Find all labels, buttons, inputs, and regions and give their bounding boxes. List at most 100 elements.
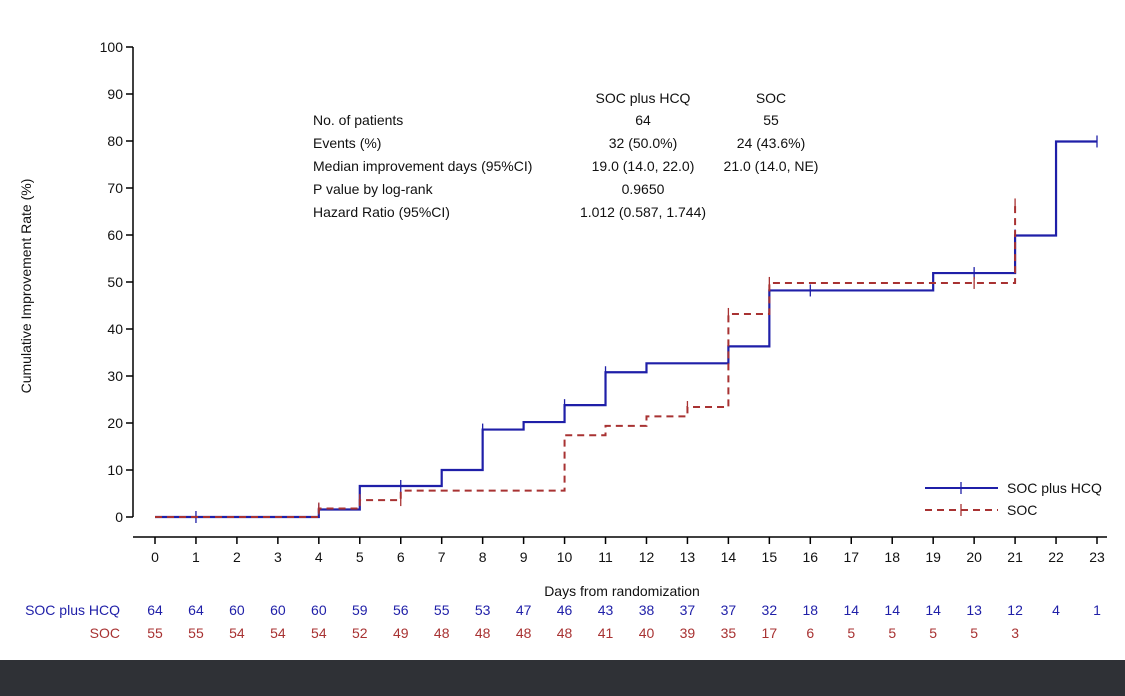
- at-risk-value: 55: [188, 625, 204, 641]
- stats-cell: 24 (43.6%): [737, 135, 805, 151]
- y-axis-title: Cumulative Improvement Rate (%): [18, 179, 34, 394]
- x-tick-label: 8: [479, 549, 487, 565]
- at-risk-value: 40: [639, 625, 655, 641]
- at-risk-value: 55: [147, 625, 163, 641]
- x-axis: 0 1 2 3 4 5 6 7 8 9 10 11 12 13 14 15 16 17 18 19 20 21 22 23: [133, 536, 1107, 565]
- stats-row-label: Median improvement days (95%CI): [313, 158, 532, 174]
- at-risk-value: 48: [434, 625, 450, 641]
- stats-cell: 32 (50.0%): [609, 135, 677, 151]
- at-risk-label: SOC: [90, 625, 120, 641]
- at-risk-value: 49: [393, 625, 409, 641]
- at-risk-value: 64: [188, 602, 204, 618]
- stats-col-header: SOC plus HCQ: [596, 90, 691, 106]
- x-tick-label: 6: [397, 549, 405, 565]
- stats-col-header: SOC: [756, 90, 786, 106]
- x-tick-label: 13: [680, 549, 696, 565]
- x-tick-label: 14: [721, 549, 737, 565]
- x-tick-label: 0: [151, 549, 159, 565]
- at-risk-value: 43: [598, 602, 614, 618]
- y-tick-label: 20: [107, 415, 123, 431]
- y-tick-label: 60: [107, 227, 123, 243]
- at-risk-value: 5: [929, 625, 937, 641]
- at-risk-value: 18: [803, 602, 819, 618]
- at-risk-value: 55: [434, 602, 450, 618]
- at-risk-value: 32: [762, 602, 778, 618]
- at-risk-value: 46: [557, 602, 573, 618]
- at-risk-value: 53: [475, 602, 491, 618]
- at-risk-value: 14: [925, 602, 941, 618]
- at-risk-value: 14: [843, 602, 859, 618]
- at-risk-value: 60: [311, 602, 327, 618]
- x-tick-label: 1: [192, 549, 200, 565]
- y-tick-label: 100: [100, 39, 124, 55]
- at-risk-value: 54: [311, 625, 327, 641]
- bottom-bar: [0, 660, 1125, 696]
- y-tick-label: 40: [107, 321, 123, 337]
- x-tick-label: 21: [1007, 549, 1023, 565]
- at-risk-value: 13: [966, 602, 982, 618]
- legend-label: SOC plus HCQ: [1007, 480, 1102, 496]
- at-risk-value: 48: [475, 625, 491, 641]
- at-risk-value: 5: [847, 625, 855, 641]
- stats-cell: 19.0 (14.0, 22.0): [592, 158, 695, 174]
- at-risk-value: 5: [970, 625, 978, 641]
- at-risk-value: 38: [639, 602, 655, 618]
- at-risk-value: 54: [270, 625, 286, 641]
- x-tick-label: 10: [557, 549, 573, 565]
- x-tick-label: 19: [925, 549, 941, 565]
- x-tick-label: 16: [803, 549, 819, 565]
- at-risk-value: 41: [598, 625, 614, 641]
- stats-cell: 0.9650: [622, 181, 665, 197]
- at-risk-value: 54: [229, 625, 245, 641]
- at-risk-value: 60: [270, 602, 286, 618]
- at-risk-value: 60: [229, 602, 245, 618]
- x-tick-label: 15: [762, 549, 778, 565]
- x-tick-label: 5: [356, 549, 364, 565]
- x-tick-label: 11: [598, 549, 613, 565]
- x-tick-label: 4: [315, 549, 323, 565]
- at-risk-value: 56: [393, 602, 409, 618]
- at-risk-value: 48: [557, 625, 573, 641]
- legend-label: SOC: [1007, 502, 1037, 518]
- series-line-0: [155, 140, 1097, 519]
- stats-cell: 55: [763, 112, 779, 128]
- at-risk-label: SOC plus HCQ: [25, 602, 120, 618]
- at-risk-value: 3: [1011, 625, 1019, 641]
- x-tick-label: 18: [884, 549, 900, 565]
- x-tick-label: 22: [1048, 549, 1064, 565]
- at-risk-value: 14: [884, 602, 900, 618]
- at-risk-table: SOC plus HCQ 64 64 60 60 60 59 56 55 53 47 46 43 38 37…: [25, 602, 1101, 641]
- stats-cell: 64: [635, 112, 651, 128]
- at-risk-value: 39: [680, 625, 696, 641]
- at-risk-value: 12: [1007, 602, 1023, 618]
- at-risk-value: 37: [721, 602, 737, 618]
- x-tick-label: 9: [520, 549, 528, 565]
- stats-table: SOC plus HCQ SOC No. of patients 64 55 Events…: [313, 90, 818, 220]
- stats-row-label: No. of patients: [313, 112, 403, 128]
- at-risk-value: 6: [806, 625, 814, 641]
- x-tick-label: 3: [274, 549, 282, 565]
- at-risk-value: 1: [1093, 602, 1101, 618]
- stats-row-label: Hazard Ratio (95%CI): [313, 204, 450, 220]
- x-tick-label: 17: [843, 549, 859, 565]
- at-risk-value: 59: [352, 602, 368, 618]
- y-tick-label: 70: [107, 180, 123, 196]
- stats-row-label: Events (%): [313, 135, 381, 151]
- at-risk-value: 5: [888, 625, 896, 641]
- x-tick-label: 20: [966, 549, 982, 565]
- y-tick-label: 50: [107, 274, 123, 290]
- stats-cell: 1.012 (0.587, 1.744): [580, 204, 706, 220]
- series-line-1: [155, 204, 1017, 518]
- at-risk-value: 17: [762, 625, 778, 641]
- at-risk-value: 35: [721, 625, 737, 641]
- x-tick-label: 12: [639, 549, 655, 565]
- at-risk-value: 52: [352, 625, 368, 641]
- series-layer: [155, 135, 1098, 523]
- at-risk-value: 48: [516, 625, 532, 641]
- stats-row-label: P value by log-rank: [313, 181, 434, 197]
- at-risk-value: 37: [680, 602, 696, 618]
- y-tick-label: 0: [115, 509, 123, 525]
- x-tick-label: 2: [233, 549, 241, 565]
- legend: SOC plus HCQ SOC: [925, 480, 1102, 518]
- x-tick-label: 7: [438, 549, 446, 565]
